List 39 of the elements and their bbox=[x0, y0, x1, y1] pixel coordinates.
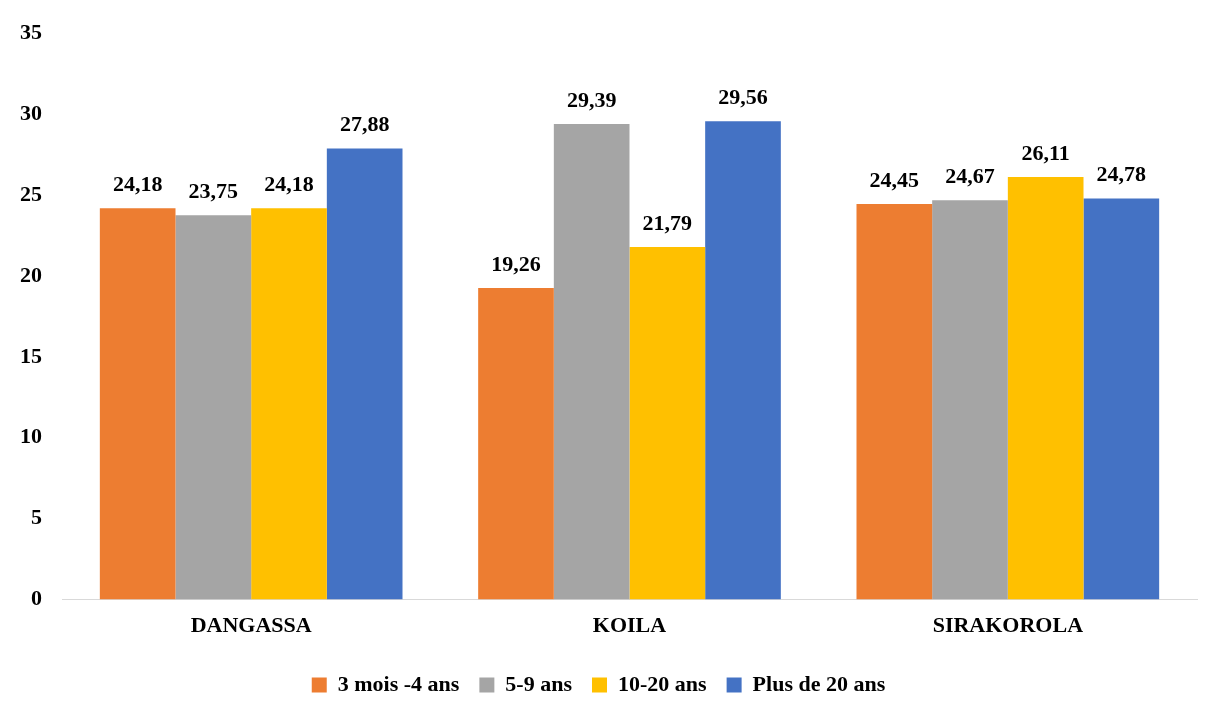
legend-label: 3 mois -4 ans bbox=[337, 670, 460, 696]
y-tick-label: 30 bbox=[20, 99, 42, 125]
bar bbox=[932, 200, 1008, 600]
y-tick-label: 20 bbox=[20, 261, 42, 287]
data-label: 24,67 bbox=[945, 163, 995, 189]
legend-label: 5-9 ans bbox=[505, 670, 573, 696]
data-label: 27,88 bbox=[339, 111, 390, 137]
bar bbox=[629, 246, 706, 600]
bar bbox=[856, 203, 933, 600]
x-tick-label: DANGASSA bbox=[190, 612, 312, 638]
data-label: 26,11 bbox=[1021, 139, 1070, 165]
data-label: 23,75 bbox=[188, 177, 239, 203]
bar bbox=[478, 287, 554, 600]
bar bbox=[1007, 177, 1084, 600]
legend-label: Plus de 20 ans bbox=[752, 670, 886, 696]
data-label: 19,26 bbox=[491, 250, 541, 276]
y-tick-label: 25 bbox=[20, 180, 42, 206]
bar bbox=[175, 215, 252, 600]
y-tick-label: 35 bbox=[20, 18, 42, 44]
y-tick-label: 15 bbox=[20, 342, 42, 368]
data-label: 24,18 bbox=[112, 170, 163, 196]
legend-label: 10-20 ans bbox=[617, 670, 708, 696]
y-tick-label: 10 bbox=[20, 423, 42, 449]
data-label: 29,39 bbox=[566, 86, 617, 112]
data-label: 24,18 bbox=[264, 170, 314, 196]
y-tick-label: 0 bbox=[31, 585, 42, 611]
bar bbox=[553, 123, 630, 600]
data-label: 24,78 bbox=[1096, 161, 1147, 187]
x-tick-label: KOILA bbox=[592, 612, 667, 638]
y-tick-label: 5 bbox=[31, 504, 42, 530]
x-tick-label: SIRAKOROLA bbox=[932, 612, 1084, 638]
bar bbox=[326, 148, 403, 600]
bar bbox=[251, 208, 327, 600]
bar bbox=[99, 208, 176, 600]
bar bbox=[1083, 198, 1160, 600]
bar bbox=[705, 121, 781, 600]
data-label: 29,56 bbox=[718, 83, 768, 109]
data-label: 24,45 bbox=[869, 166, 920, 192]
data-label: 21,79 bbox=[642, 209, 693, 235]
